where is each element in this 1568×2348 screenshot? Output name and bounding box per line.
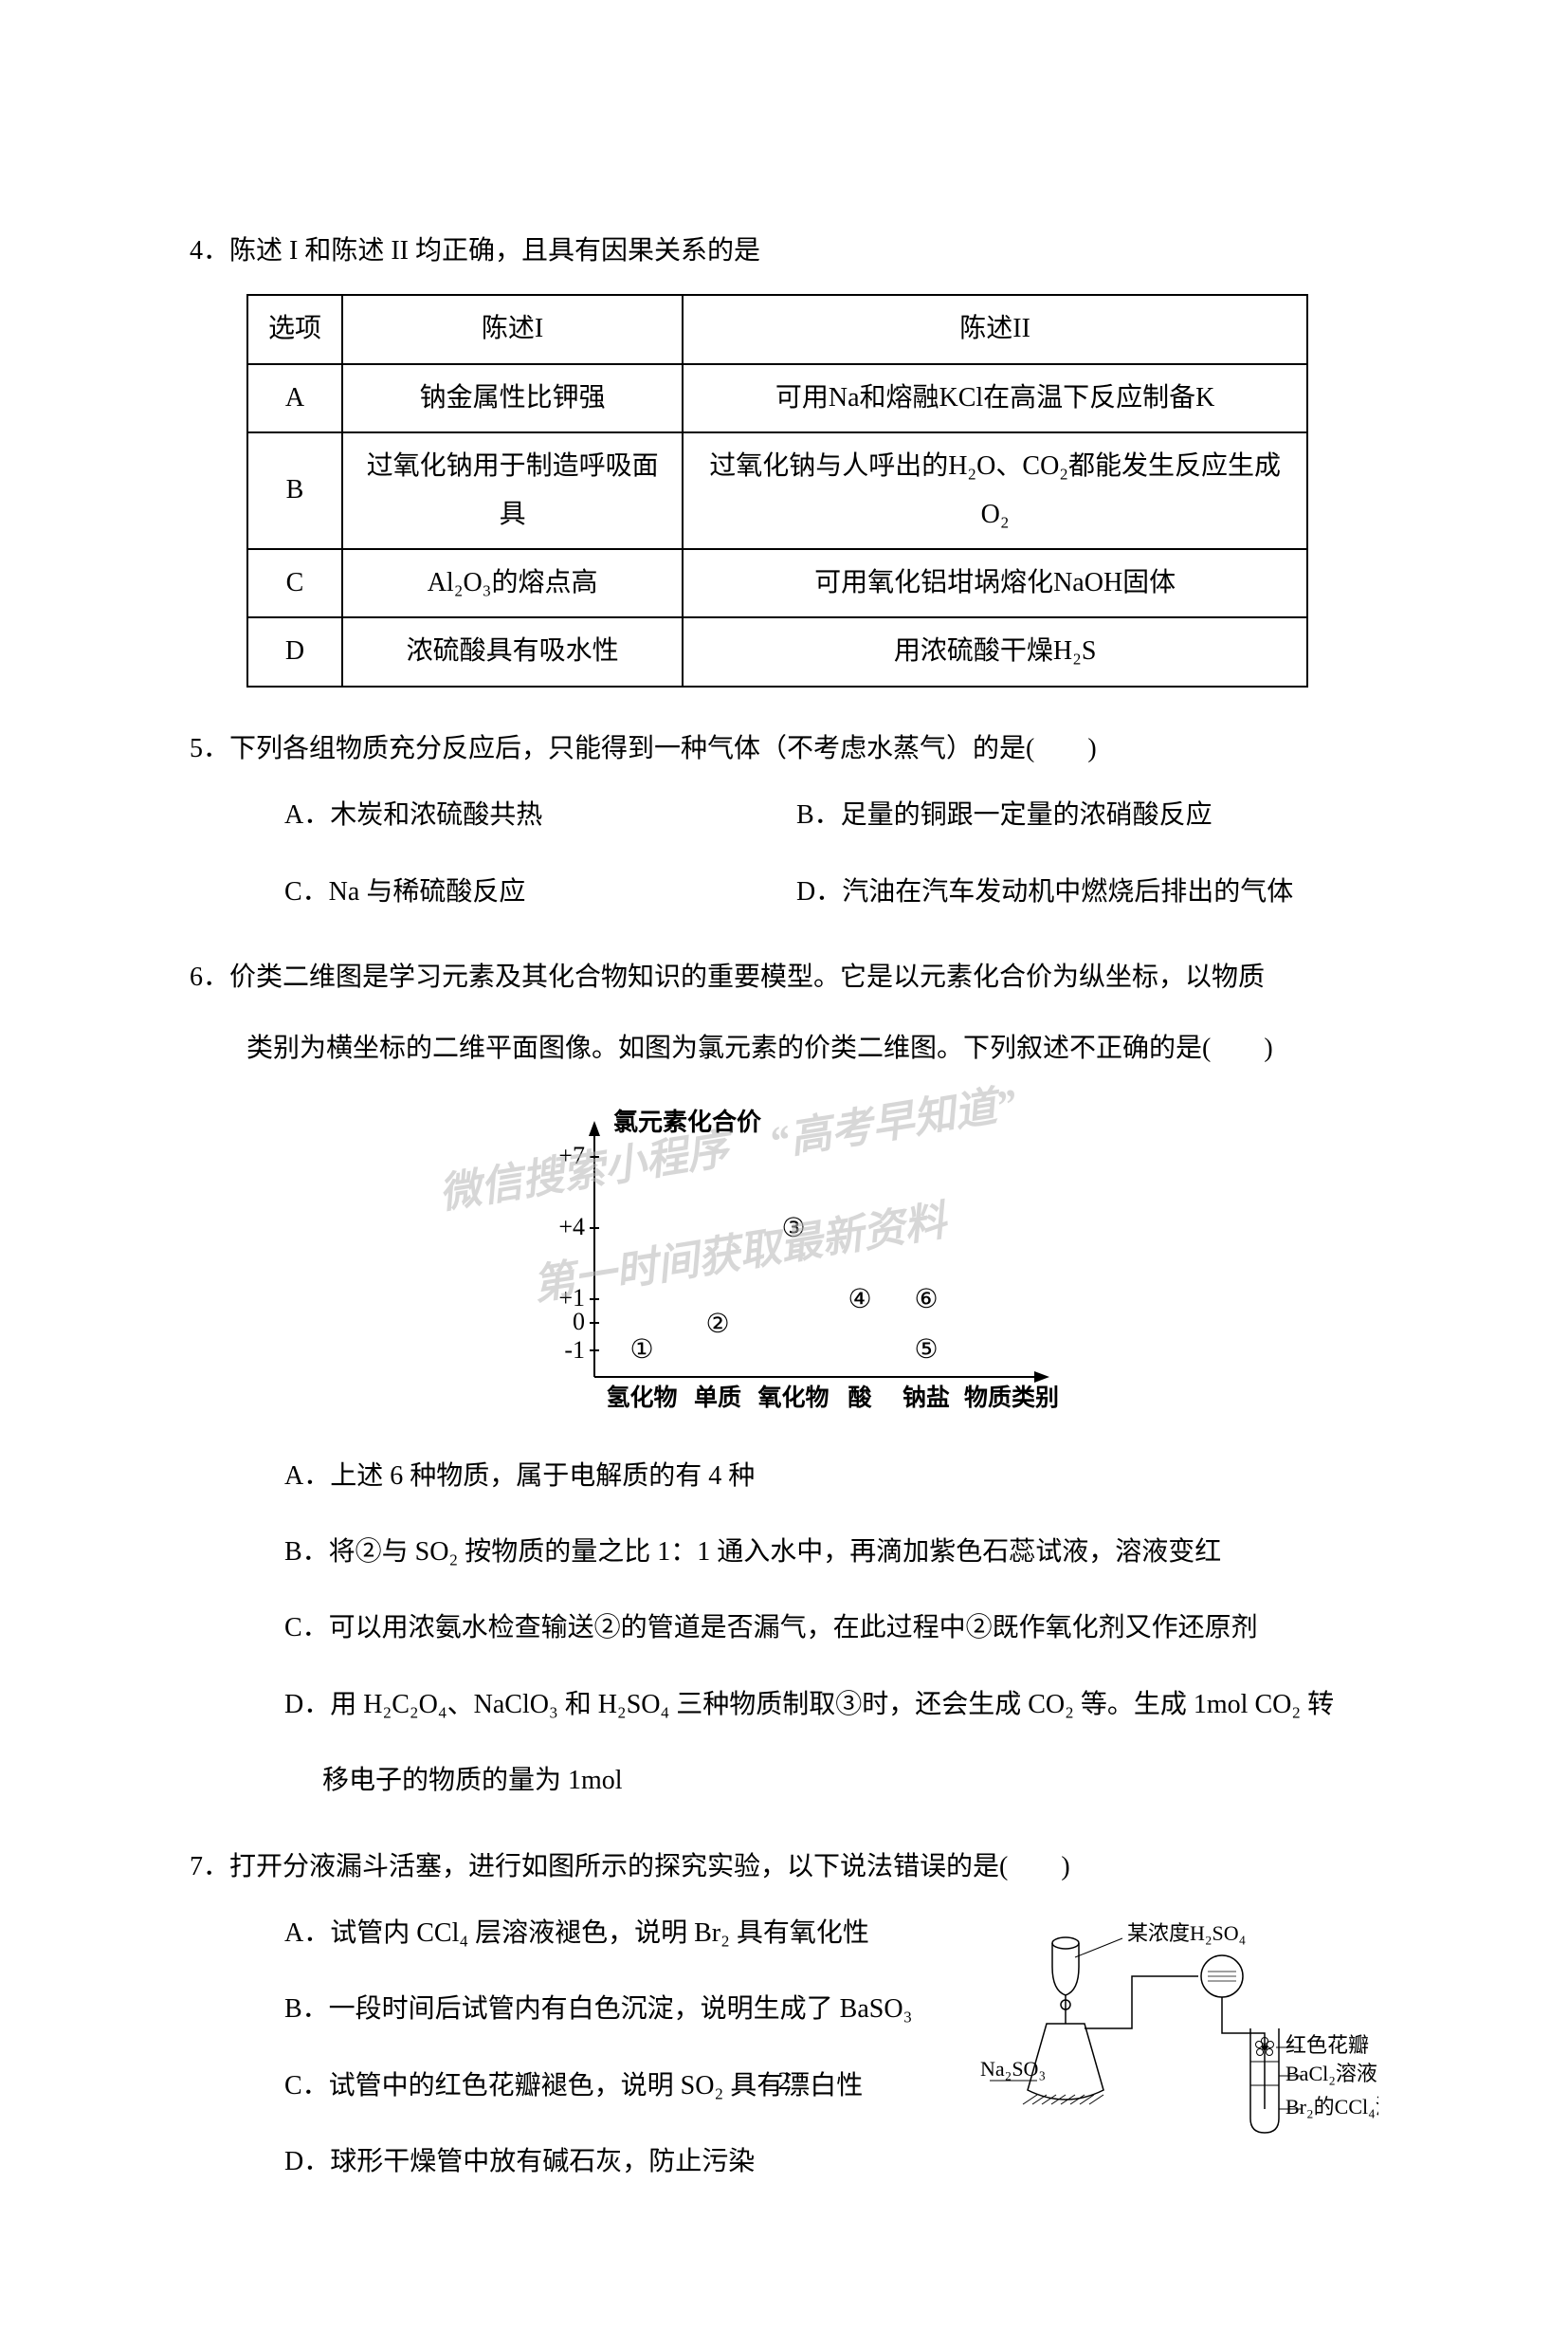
q6-diagram-container: 微信搜索小程序 “高考早知道” 第一时间获取最新资料 +7 +4 +1 0 -1	[190, 1092, 1378, 1424]
q6-options: A．上述 6 种物质，属于电解质的有 4 种 B．将②与 SO₂ 按物质的量之比…	[284, 1453, 1378, 1806]
q4-stem-text: 陈述 I 和陈述 II 均正确，且具有因果关系的是	[229, 236, 760, 266]
q7-apparatus-figure: 某浓度H₂SO₄ Na₂SO₃ 红色花瓣 BaCl₂溶液 Br₂的CCl₄溶液	[980, 1910, 1378, 2147]
q5-number: 5．	[190, 734, 229, 763]
th-stmt1: 陈述I	[342, 295, 683, 363]
cell: 过氧化钠与人呼出的H₂O、CO₂都能发生反应生成O₂	[683, 432, 1307, 549]
cell: Al₂O₃的熔点高	[342, 549, 683, 617]
q5-options: A．木炭和浓硫酸共热 B．足量的铜跟一定量的浓硝酸反应 C．Na 与稀硫酸反应 …	[284, 792, 1378, 916]
point-1: ①	[629, 1335, 653, 1365]
q6-stem-text1: 价类二维图是学习元素及其化合物知识的重要模型。它是以元素化合价为纵坐标，以物质	[229, 963, 1265, 992]
cell: D	[247, 617, 342, 686]
ytick: +7	[558, 1142, 585, 1169]
table-header-row: 选项 陈述I 陈述II	[247, 295, 1307, 363]
q7-opt-b: B．一段时间后试管内有白色沉淀，说明生成了 BaSO₃	[284, 1986, 980, 2033]
q6-opt-d-line1: D．用 H₂C₂O₄、NaClO₃ 和 H₂SO₄ 三种物质制取③时，还会生成 …	[284, 1690, 1334, 1719]
th-stmt2: 陈述II	[683, 295, 1307, 363]
ytick: +4	[558, 1213, 585, 1240]
x-axis-label: 物质类别	[964, 1385, 1059, 1411]
q5-stem: 5．下列各组物质充分反应后，只能得到一种气体（不考虑水蒸气）的是( )	[190, 725, 1378, 773]
cell: 浓硫酸具有吸水性	[342, 617, 683, 686]
option-row: C．Na 与稀硫酸反应 D．汽油在汽车发动机中燃烧后排出的气体	[284, 869, 1378, 916]
table-row: A 钠金属性比钾强 可用Na和熔融KCl在高温下反应制备K	[247, 364, 1307, 432]
q5-stem-text: 下列各组物质充分反应后，只能得到一种气体（不考虑水蒸气）的是( )	[229, 734, 1097, 763]
q6-opt-d: D．用 H₂C₂O₄、NaClO₃ 和 H₂SO₄ 三种物质制取③时，还会生成 …	[284, 1681, 1378, 1729]
q7-opt-d: D．球形干燥管中放有碱石灰，防止污染	[284, 2138, 980, 2186]
y-axis-label: 氯元素化合价	[613, 1108, 762, 1136]
point-6: ⑥	[914, 1285, 938, 1314]
cell: 钠金属性比钾强	[342, 364, 683, 432]
xtick: 单质	[694, 1385, 741, 1411]
apparatus-svg: 某浓度H₂SO₄ Na₂SO₃ 红色花瓣 BaCl₂溶液 Br₂的CCl₄溶液	[980, 1919, 1378, 2147]
q4-stem: 4．陈述 I 和陈述 II 均正确，且具有因果关系的是	[190, 228, 1378, 275]
q7-number: 7．	[190, 1852, 229, 1881]
cell: 可用氧化铝坩埚熔化NaOH固体	[683, 549, 1307, 617]
table-row: C Al₂O₃的熔点高 可用氧化铝坩埚熔化NaOH固体	[247, 549, 1307, 617]
q6-number: 6．	[190, 963, 229, 992]
question-7: 7．打开分液漏斗活塞，进行如图所示的探究实验，以下说法错误的是( ) A．试管内…	[190, 1844, 1378, 2215]
q7-stem-text: 打开分液漏斗活塞，进行如图所示的探究实验，以下说法错误的是( )	[229, 1852, 1070, 1881]
point-2: ②	[705, 1310, 729, 1339]
option-row: A．木炭和浓硫酸共热 B．足量的铜跟一定量的浓硝酸反应	[284, 792, 1378, 839]
q7-opt-a: A．试管内 CCl₄ 层溶液褪色，说明 Br₂ 具有氧化性	[284, 1910, 980, 1957]
label|1: 某浓度H₂SO₄	[1127, 1921, 1246, 1945]
q4-table: 选项 陈述I 陈述II A 钠金属性比钾强 可用Na和熔融KCl在高温下反应制备…	[246, 294, 1308, 687]
table-row: B 过氧化钠用于制造呼吸面具 过氧化钠与人呼出的H₂O、CO₂都能发生反应生成O…	[247, 432, 1307, 549]
q5-opt-c: C．Na 与稀硫酸反应	[284, 869, 796, 916]
q6-stem-line1: 6．价类二维图是学习元素及其化合物知识的重要模型。它是以元素化合价为纵坐标，以物…	[190, 954, 1378, 1001]
q6-opt-a: A．上述 6 种物质，属于电解质的有 4 种	[284, 1453, 1378, 1500]
ytick: 0	[573, 1308, 585, 1335]
xtick: 钠盐	[903, 1385, 950, 1411]
cell: 过氧化钠用于制造呼吸面具	[342, 432, 683, 549]
question-5: 5．下列各组物质充分反应后，只能得到一种气体（不考虑水蒸气）的是( ) A．木炭…	[190, 725, 1378, 916]
exam-page: 4．陈述 I 和陈述 II 均正确，且具有因果关系的是 选项 陈述I 陈述II …	[0, 0, 1568, 2348]
xtick: 氢化物	[606, 1384, 677, 1411]
q6-stem-line2: 类别为横坐标的二维平面图像。如图为氯元素的价类二维图。下列叙述不正确的是( )	[246, 1025, 1378, 1073]
cell: B	[247, 432, 342, 549]
xtick: 氧化物	[757, 1385, 829, 1411]
point-4: ④	[848, 1285, 871, 1314]
cell: 可用Na和熔融KCl在高温下反应制备K	[683, 364, 1307, 432]
th-option: 选项	[247, 295, 342, 363]
q4-number: 4．	[190, 236, 229, 266]
xtick: 酸	[848, 1384, 872, 1411]
point-5: ⑤	[914, 1335, 938, 1365]
cell: 用浓硫酸干燥H₂S	[683, 617, 1307, 686]
q5-opt-b: B．足量的铜跟一定量的浓硝酸反应	[796, 792, 1378, 839]
page-number: 2	[0, 2060, 1568, 2104]
q6-opt-b: B．将②与 SO₂ 按物质的量之比 1：1 通入水中，再滴加紫色石蕊试液，溶液变…	[284, 1529, 1378, 1576]
q7-stem: 7．打开分液漏斗活塞，进行如图所示的探究实验，以下说法错误的是( )	[190, 1844, 1378, 1891]
point-3: ③	[781, 1214, 805, 1243]
label-flower: 红色花瓣	[1285, 2033, 1369, 2057]
question-6: 6．价类二维图是学习元素及其化合物知识的重要模型。它是以元素化合价为纵坐标，以物…	[190, 954, 1378, 1806]
question-4: 4．陈述 I 和陈述 II 均正确，且具有因果关系的是 选项 陈述I 陈述II …	[190, 228, 1378, 688]
q6-opt-d-cont: 移电子的物质的量为 1mol	[322, 1757, 1378, 1805]
cell: A	[247, 364, 342, 432]
q6-opt-c: C．可以用浓氨水检查输送②的管道是否漏气，在此过程中②既作氧化剂又作还原剂	[284, 1605, 1378, 1652]
q6-price-class-diagram: +7 +4 +1 0 -1 氯元素化合价 氢化物 单质 氧化物	[452, 1092, 1116, 1424]
q5-opt-d: D．汽油在汽车发动机中燃烧后排出的气体	[796, 869, 1378, 916]
ytick: -1	[564, 1336, 585, 1364]
cell: C	[247, 549, 342, 617]
table-row: D 浓硫酸具有吸水性 用浓硫酸干燥H₂S	[247, 617, 1307, 686]
q5-opt-a: A．木炭和浓硫酸共热	[284, 792, 796, 839]
